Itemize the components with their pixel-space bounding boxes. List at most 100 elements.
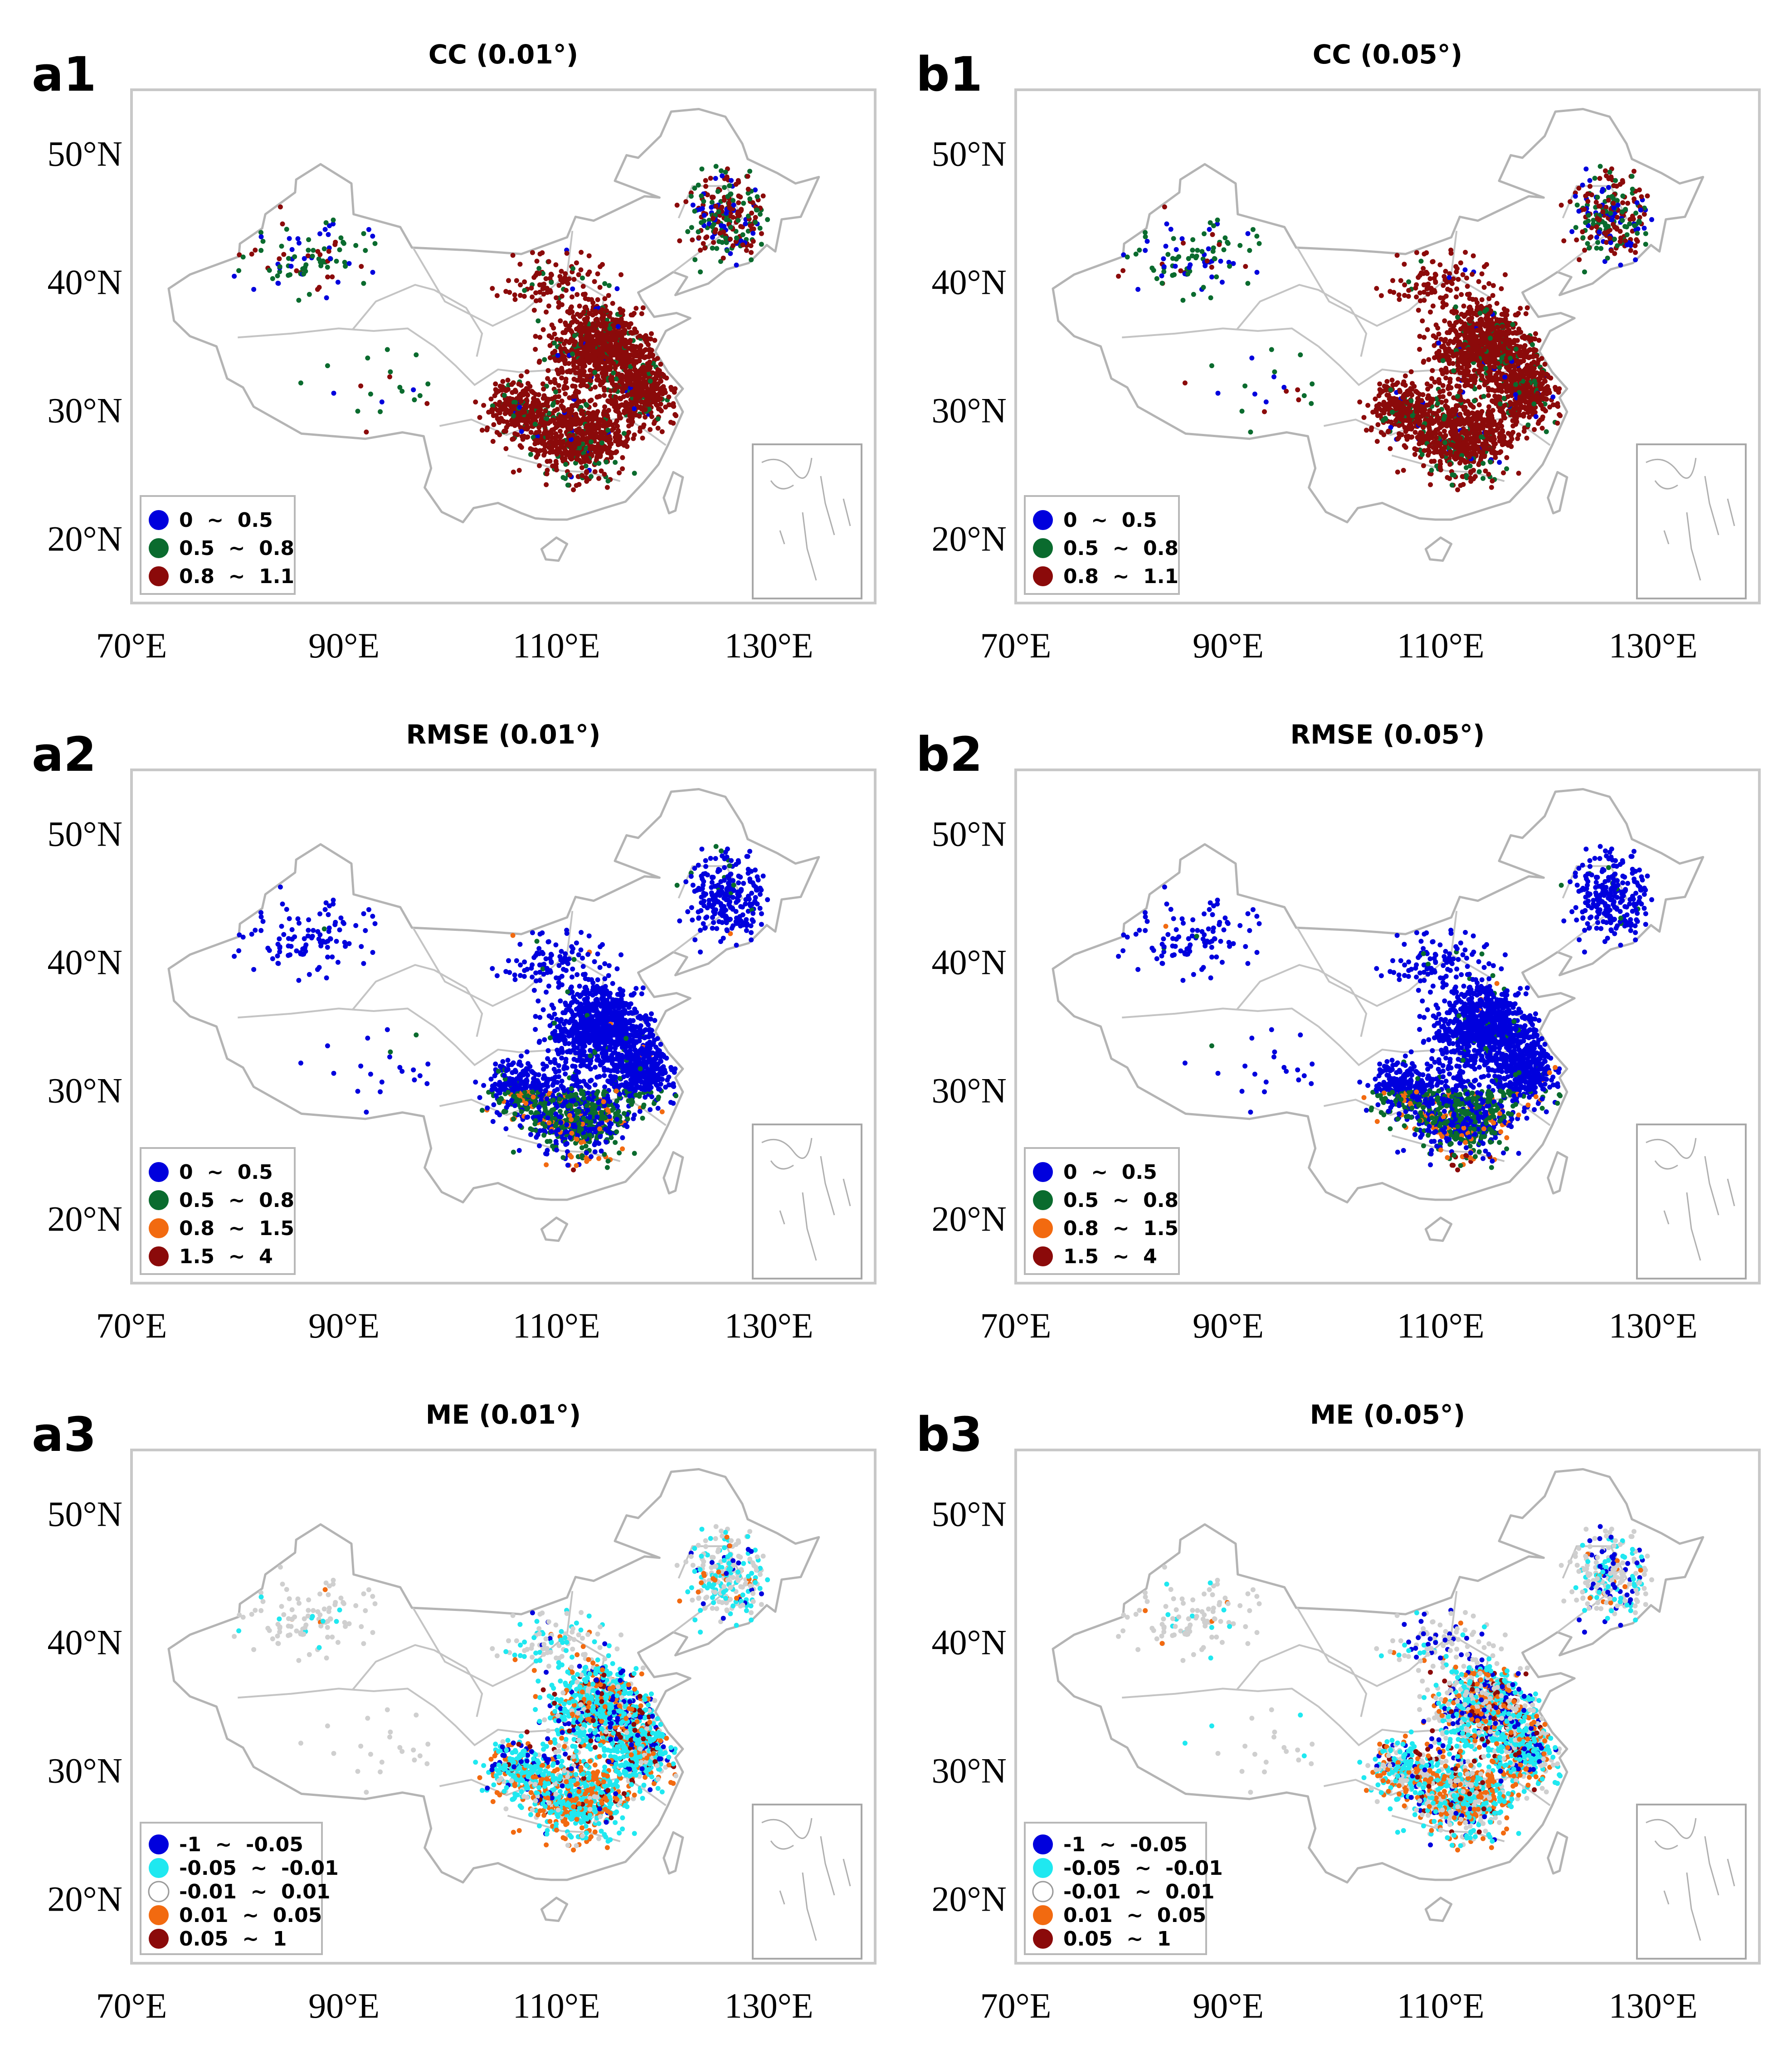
station-point	[753, 219, 758, 225]
station-point	[1422, 251, 1427, 257]
station-point	[609, 360, 614, 366]
station-point	[571, 394, 576, 399]
station-point	[1516, 471, 1521, 476]
station-point	[1568, 199, 1573, 204]
station-point	[1458, 388, 1463, 394]
station-point	[1505, 431, 1511, 436]
station-point	[1625, 200, 1631, 206]
station-point	[1620, 218, 1625, 223]
station-point	[1461, 303, 1466, 309]
station-point	[1437, 431, 1443, 437]
station-point	[1201, 285, 1206, 290]
station-point	[570, 351, 575, 357]
station-point	[1483, 468, 1488, 474]
station-point	[1576, 209, 1582, 214]
station-point	[564, 419, 569, 424]
station-point	[620, 455, 625, 460]
station-point	[1454, 286, 1460, 292]
station-point	[512, 292, 517, 297]
station-point	[1612, 237, 1617, 242]
station-point	[570, 309, 575, 315]
station-point	[324, 295, 329, 301]
station-point	[637, 428, 643, 434]
station-point	[542, 423, 547, 429]
station-point	[557, 428, 563, 434]
station-point	[736, 200, 741, 205]
station-point	[601, 385, 607, 391]
station-point	[715, 189, 721, 194]
station-point	[696, 182, 701, 188]
station-point	[562, 384, 567, 389]
station-point	[1618, 235, 1623, 241]
station-point	[536, 318, 541, 324]
station-point	[1454, 309, 1459, 315]
station-point	[721, 198, 727, 203]
station-point	[710, 245, 715, 251]
station-point	[411, 387, 416, 393]
station-point	[1523, 311, 1529, 316]
station-point	[1645, 193, 1650, 199]
station-point	[726, 200, 732, 206]
station-point	[326, 232, 331, 237]
station-point	[1426, 452, 1431, 458]
station-point	[491, 422, 497, 428]
station-point	[530, 294, 535, 300]
station-point	[540, 412, 545, 417]
station-point	[1435, 427, 1441, 432]
station-point	[1455, 266, 1460, 271]
station-point	[725, 248, 730, 253]
station-point	[509, 418, 514, 423]
station-point	[547, 355, 553, 360]
station-point	[1516, 432, 1521, 438]
station-point	[589, 421, 594, 427]
station-point	[1477, 384, 1482, 390]
station-point	[580, 275, 585, 281]
station-point	[522, 288, 527, 293]
station-point	[724, 210, 729, 216]
station-point	[1544, 429, 1549, 434]
station-point	[572, 333, 577, 338]
station-point	[743, 221, 748, 227]
station-point	[511, 436, 516, 442]
station-point	[1163, 243, 1169, 249]
station-point	[1162, 204, 1167, 209]
station-point	[750, 238, 756, 244]
station-point	[534, 258, 540, 264]
station-point	[477, 415, 482, 420]
station-point	[567, 472, 573, 478]
station-point	[543, 276, 549, 282]
station-point	[655, 425, 661, 431]
station-point	[284, 227, 289, 232]
station-point	[1471, 311, 1477, 316]
station-point	[1465, 284, 1470, 289]
station-point	[1421, 359, 1427, 364]
station-point	[584, 470, 589, 476]
station-point	[295, 236, 301, 241]
station-point	[606, 283, 612, 288]
station-point	[1239, 409, 1245, 414]
station-point	[1413, 285, 1418, 291]
station-point	[361, 281, 366, 286]
station-point	[1482, 322, 1487, 327]
station-point	[1458, 483, 1463, 488]
station-point	[627, 339, 633, 344]
station-point	[545, 376, 550, 381]
station-point	[560, 423, 565, 428]
station-point	[537, 463, 542, 468]
station-point	[618, 375, 623, 380]
station-point	[1643, 231, 1648, 236]
station-point	[592, 279, 597, 284]
station-point	[1309, 401, 1314, 406]
station-point	[1533, 331, 1538, 336]
station-point	[545, 368, 551, 373]
station-point	[535, 452, 541, 457]
station-point	[1384, 379, 1390, 384]
china-boundary	[167, 108, 820, 524]
station-point	[692, 185, 697, 191]
station-point	[740, 242, 745, 248]
station-point	[603, 435, 608, 440]
station-point	[1597, 204, 1603, 209]
station-point	[541, 327, 546, 332]
station-point	[588, 378, 594, 383]
station-point	[628, 392, 634, 397]
